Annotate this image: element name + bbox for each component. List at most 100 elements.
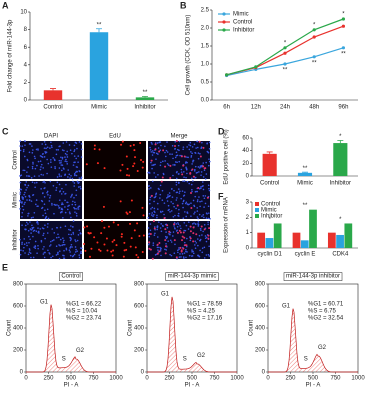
point [312, 55, 316, 59]
nucleus [191, 163, 193, 165]
nucleus [28, 199, 31, 201]
nucleus [182, 200, 185, 203]
nucleus [161, 189, 164, 192]
edu-cell [129, 222, 132, 225]
nucleus [201, 181, 204, 183]
nucleus [37, 223, 39, 225]
nucleus [152, 164, 155, 166]
nucleus [73, 197, 75, 199]
nucleus [176, 154, 179, 157]
nucleus [72, 233, 75, 235]
edu-cell [138, 235, 141, 238]
nucleus [63, 249, 65, 252]
edu-cell [204, 167, 207, 170]
nucleus [62, 241, 65, 243]
y-axis-label: Count [249, 320, 255, 336]
nucleus [183, 180, 186, 182]
nucleus [72, 200, 74, 203]
nucleus [41, 192, 44, 195]
nucleus [190, 177, 193, 180]
nucleus [174, 156, 177, 159]
nucleus [197, 223, 200, 226]
x-tick-label: 12h [251, 105, 261, 111]
nucleus [71, 203, 74, 206]
nucleus [61, 208, 64, 211]
y-tick-label: 2 [24, 80, 28, 86]
nucleus [32, 193, 35, 196]
edu-cell [106, 249, 109, 252]
nucleus [194, 223, 197, 225]
y-tick-label: 60 [242, 136, 249, 142]
histogram-curve [147, 296, 237, 373]
nucleus [42, 181, 44, 183]
edu-cell [158, 250, 161, 253]
nucleus [172, 157, 174, 160]
nucleus [21, 211, 24, 214]
nucleus [74, 246, 77, 248]
nucleus [24, 191, 26, 194]
nucleus [66, 160, 68, 163]
nucleus [191, 188, 193, 191]
nucleus [40, 163, 43, 166]
nucleus [44, 212, 47, 215]
edu-cell [129, 144, 132, 147]
nucleus [180, 227, 182, 230]
nucleus [199, 239, 201, 242]
edu-cell [141, 166, 144, 169]
nucleus [19, 193, 21, 195]
nucleus [172, 202, 174, 205]
edu-cell [141, 206, 144, 209]
nucleus [71, 246, 73, 248]
nucleus [34, 167, 37, 170]
nucleus [148, 188, 150, 190]
edu-cell [103, 167, 106, 170]
y-tick-label: 800 [255, 282, 266, 288]
nucleus [31, 227, 34, 230]
nucleus [79, 186, 81, 188]
nucleus [31, 181, 34, 184]
nucleus [195, 242, 198, 244]
nucleus [153, 200, 155, 203]
bar [333, 143, 348, 176]
x-tick-label: 0 [24, 376, 28, 382]
nucleus [69, 254, 72, 257]
edu-cell [134, 156, 137, 159]
plot-title: miR-144-3p mimic [168, 274, 217, 280]
title-box [283, 272, 343, 281]
nucleus [58, 250, 61, 252]
nucleus [201, 200, 203, 202]
nucleus [157, 249, 159, 251]
edu-cell [133, 229, 136, 232]
nucleus [201, 247, 204, 250]
nucleus [166, 141, 168, 143]
nucleus [61, 157, 64, 160]
nucleus [79, 232, 82, 234]
nucleus [54, 166, 56, 168]
y-tick-label: 1.0 [201, 62, 210, 68]
nucleus [194, 240, 197, 243]
nucleus [176, 191, 179, 194]
nucleus [72, 231, 74, 234]
nucleus [199, 238, 202, 241]
nucleus [181, 202, 184, 205]
significance: * [268, 217, 271, 223]
nucleus [63, 257, 66, 260]
nucleus [44, 152, 47, 154]
edu-cell [192, 175, 195, 178]
nucleus [171, 196, 174, 198]
nucleus [197, 244, 199, 247]
nucleus [24, 155, 26, 158]
plot-title: Control [61, 274, 80, 280]
nucleus [21, 145, 24, 147]
nucleus [49, 180, 52, 183]
nucleus [166, 151, 169, 153]
stat: %S = 6.75 [308, 309, 337, 315]
nucleus [59, 190, 61, 193]
nucleus [157, 187, 160, 190]
nucleus [38, 175, 40, 177]
nucleus [198, 167, 201, 169]
nucleus [194, 244, 196, 246]
nucleus [78, 181, 80, 184]
nucleus [42, 174, 44, 176]
nucleus [56, 176, 59, 178]
